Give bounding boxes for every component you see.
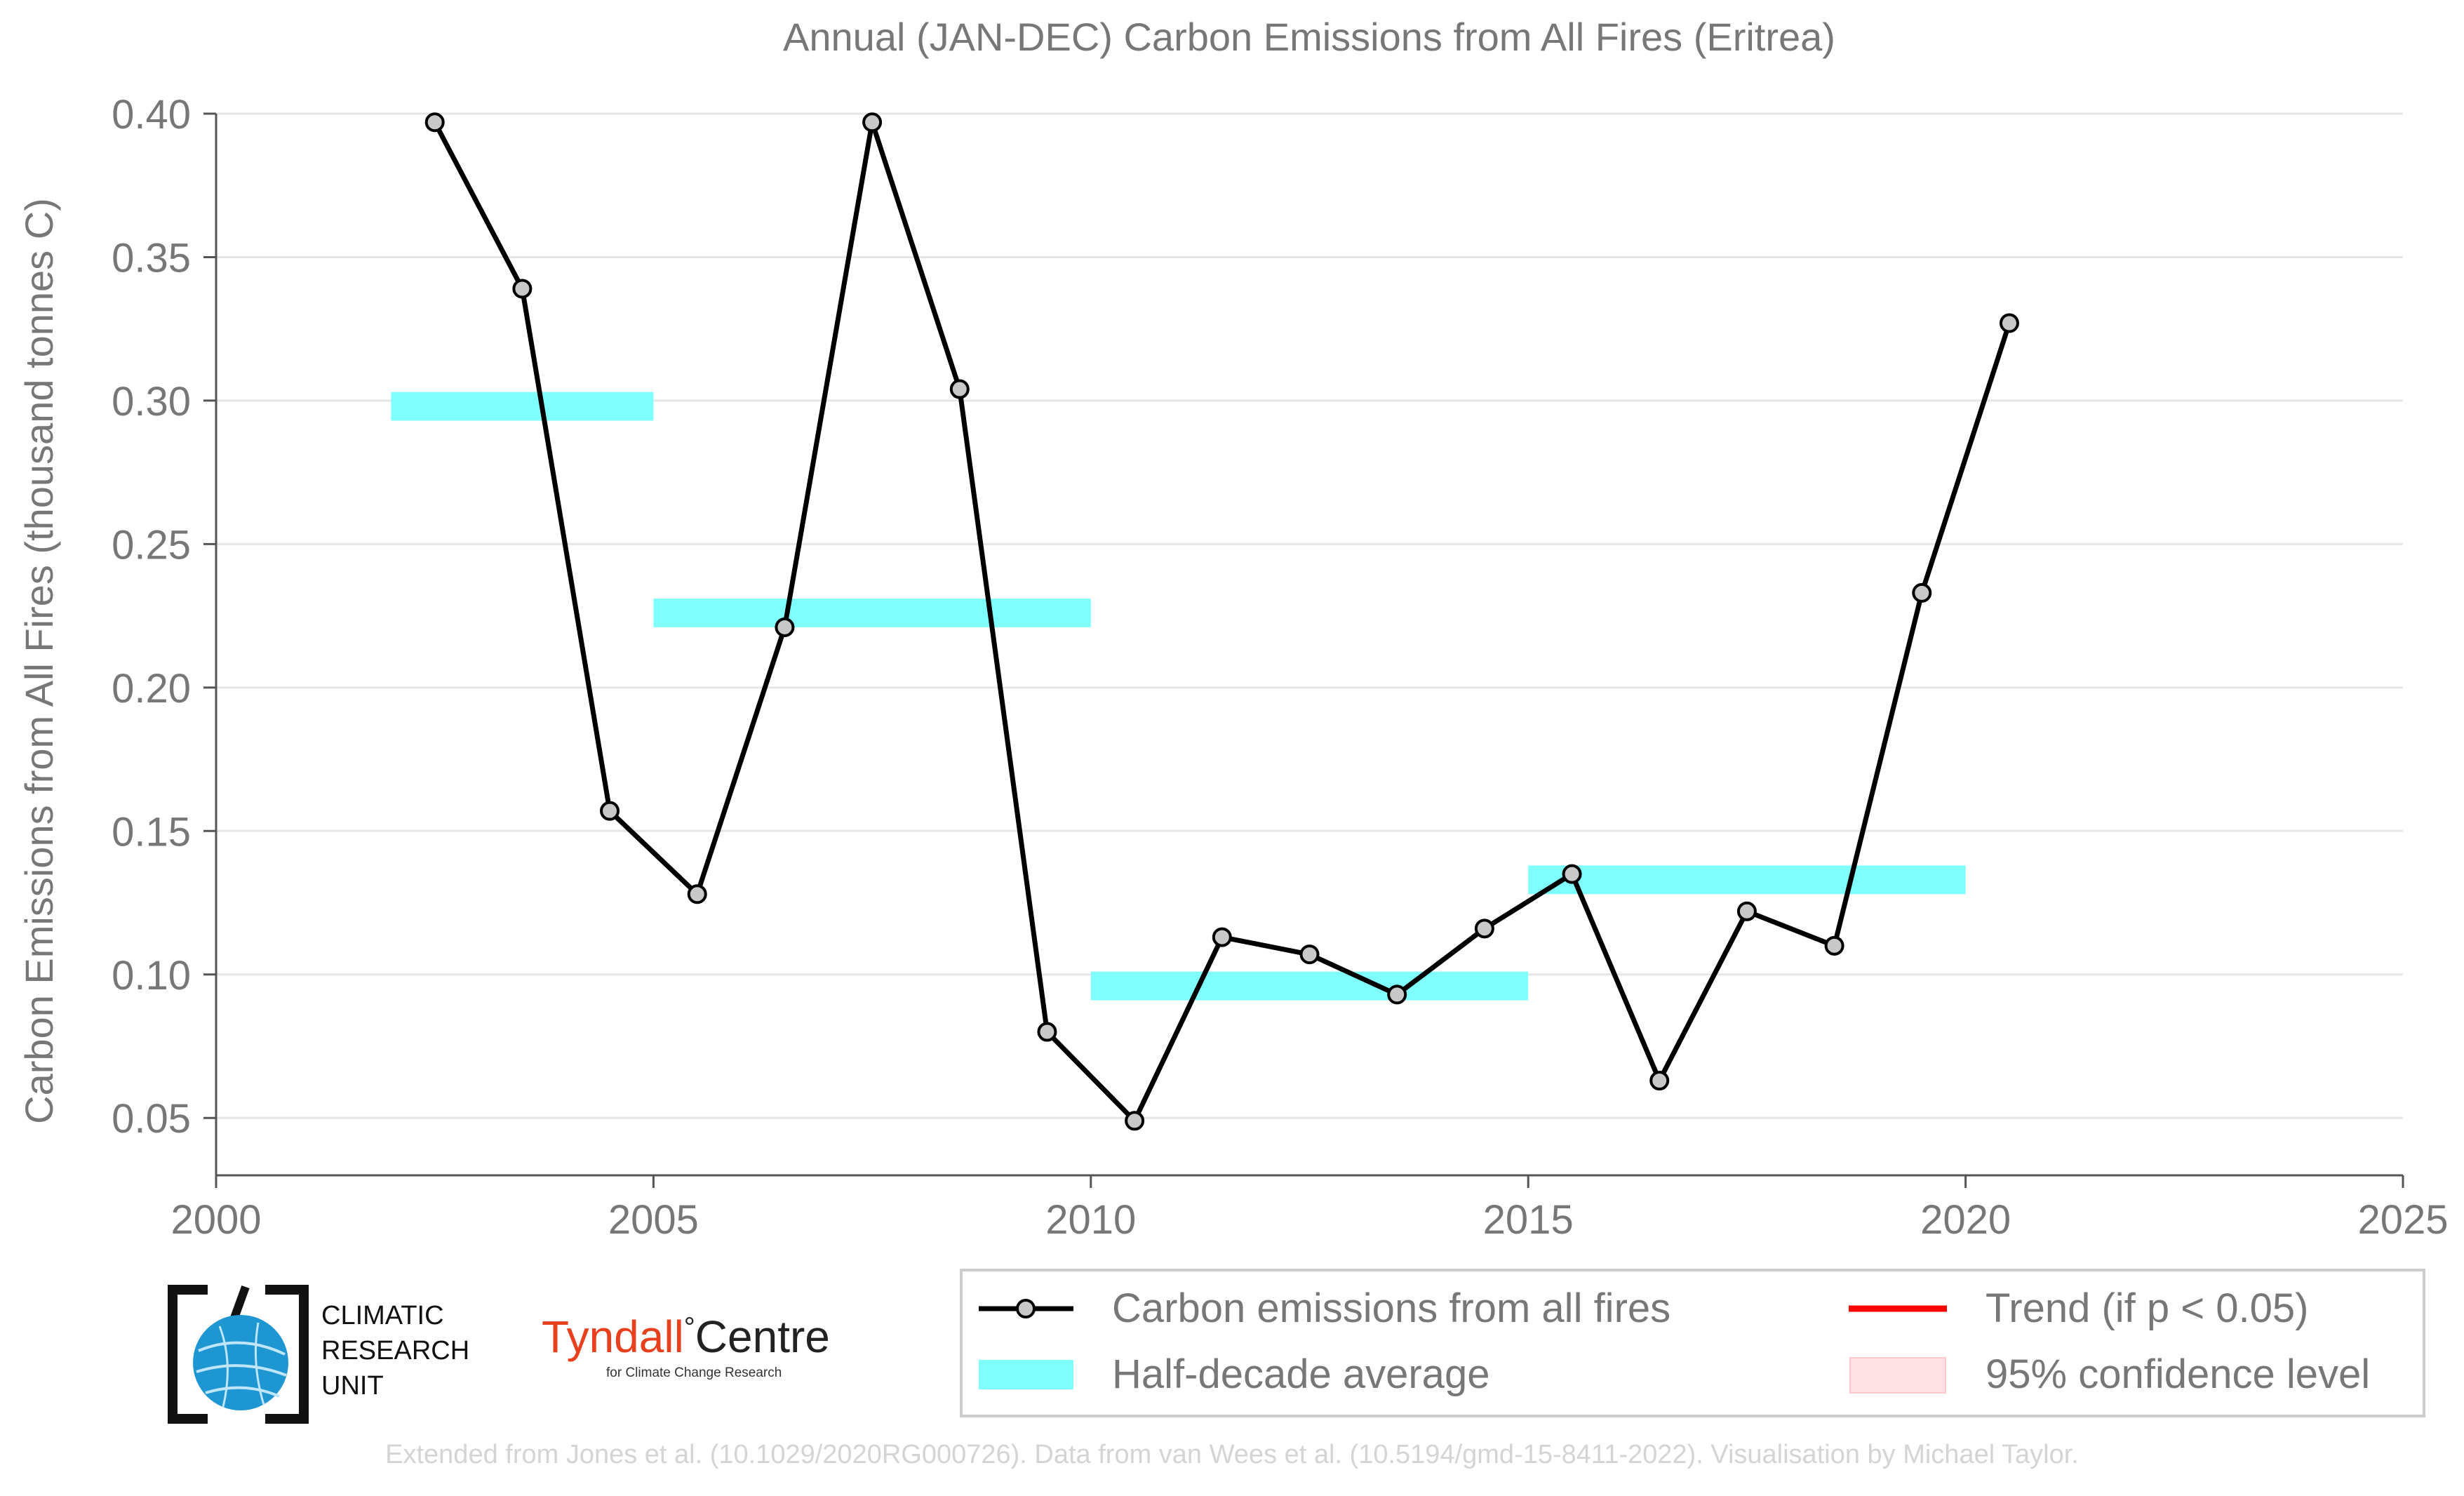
tyndall-logo-name: Tyndall — [542, 1311, 684, 1362]
emissions-point — [1562, 864, 1582, 884]
chart-title: Annual (JAN-DEC) Carbon Emissions from A… — [783, 15, 1835, 59]
emissions-point — [949, 379, 970, 399]
x-tick-label: 2005 — [608, 1197, 699, 1243]
legend-swatch-emissions-marker — [1016, 1299, 1036, 1318]
y-tick-label: 0.20 — [112, 666, 191, 712]
y-tick-label: 0.30 — [112, 379, 191, 425]
x-tick-label: 2025 — [2357, 1197, 2448, 1243]
legend: Carbon emissions from all fires Trend (i… — [960, 1269, 2425, 1417]
cru-logo: CLIMATIC RESEARCH UNIT — [167, 1284, 490, 1424]
emissions-point — [775, 617, 795, 637]
x-tick-label: 2015 — [1483, 1197, 1574, 1243]
half-decade-average-bar — [1528, 865, 1966, 895]
y-tick-label: 0.10 — [112, 953, 191, 999]
emissions-point — [1212, 927, 1232, 947]
half-decade-average-bar — [391, 392, 654, 421]
cru-logo-line-3: UNIT — [321, 1371, 384, 1401]
legend-label-emissions: Carbon emissions from all fires — [1112, 1285, 1670, 1331]
x-tick-label: 2000 — [170, 1197, 261, 1243]
emissions-point — [1824, 935, 1844, 956]
tyndall-logo-degree: ° — [683, 1312, 695, 1343]
legend-label-confidence: 95% confidence level — [1986, 1351, 2370, 1397]
tyndall-logo-centre: Centre — [695, 1311, 830, 1362]
emissions-point — [1125, 1111, 1145, 1131]
axes: 0.05 0.10 0.15 0.20 0.25 0.30 0.35 0.40 2000 2005… — [112, 92, 2448, 1243]
half-decade-average-bars — [391, 392, 1966, 1001]
emissions-point — [600, 801, 620, 821]
y-tick-label: 0.15 — [112, 809, 191, 855]
tyndall-logo: Tyndall°Centre for Climate Change Resear… — [542, 1311, 850, 1388]
emissions-point — [1474, 919, 1494, 939]
legend-frame — [960, 1269, 2425, 1417]
gridlines — [216, 112, 2403, 1119]
emissions-point — [1299, 944, 1320, 965]
footer-credit: Extended from Jones et al. (10.1029/2020… — [385, 1440, 2079, 1469]
emissions-point — [1387, 984, 1407, 1005]
legend-swatch-half-decade — [979, 1360, 1073, 1389]
emissions-point — [1037, 1022, 1057, 1042]
emissions-point — [512, 279, 533, 299]
y-tick-label: 0.25 — [112, 522, 191, 568]
y-tick-label: 0.05 — [112, 1096, 191, 1142]
y-tick-label: 0.35 — [112, 235, 191, 281]
cru-logo-line-1: CLIMATIC — [321, 1301, 444, 1330]
emissions-point — [1912, 582, 1932, 603]
half-decade-average-bar — [1090, 971, 1529, 1001]
emissions-point — [1999, 313, 2019, 333]
y-axis-label: Carbon Emissions from All Fires (thousan… — [17, 198, 61, 1124]
y-tick-label: 0.40 — [112, 92, 191, 138]
legend-label-half-decade: Half-decade average — [1112, 1351, 1489, 1397]
emissions-series — [424, 112, 2019, 1131]
cru-logo-line-2: RESEARCH — [321, 1336, 470, 1365]
half-decade-average-bar — [653, 599, 1091, 627]
emissions-point — [1649, 1071, 1670, 1091]
x-tick-label: 2020 — [1920, 1197, 2011, 1243]
cru-logo-mark — [168, 1285, 309, 1424]
x-tick-label: 2010 — [1045, 1197, 1136, 1243]
emissions-point — [687, 884, 707, 904]
legend-swatch-confidence — [1849, 1357, 1946, 1394]
tyndall-logo-subtitle: for Climate Change Research — [606, 1365, 782, 1380]
emissions-point — [862, 112, 883, 133]
emissions-point — [1736, 901, 1757, 921]
emissions-point — [424, 112, 445, 133]
legend-label-trend: Trend (if p < 0.05) — [1986, 1285, 2308, 1331]
